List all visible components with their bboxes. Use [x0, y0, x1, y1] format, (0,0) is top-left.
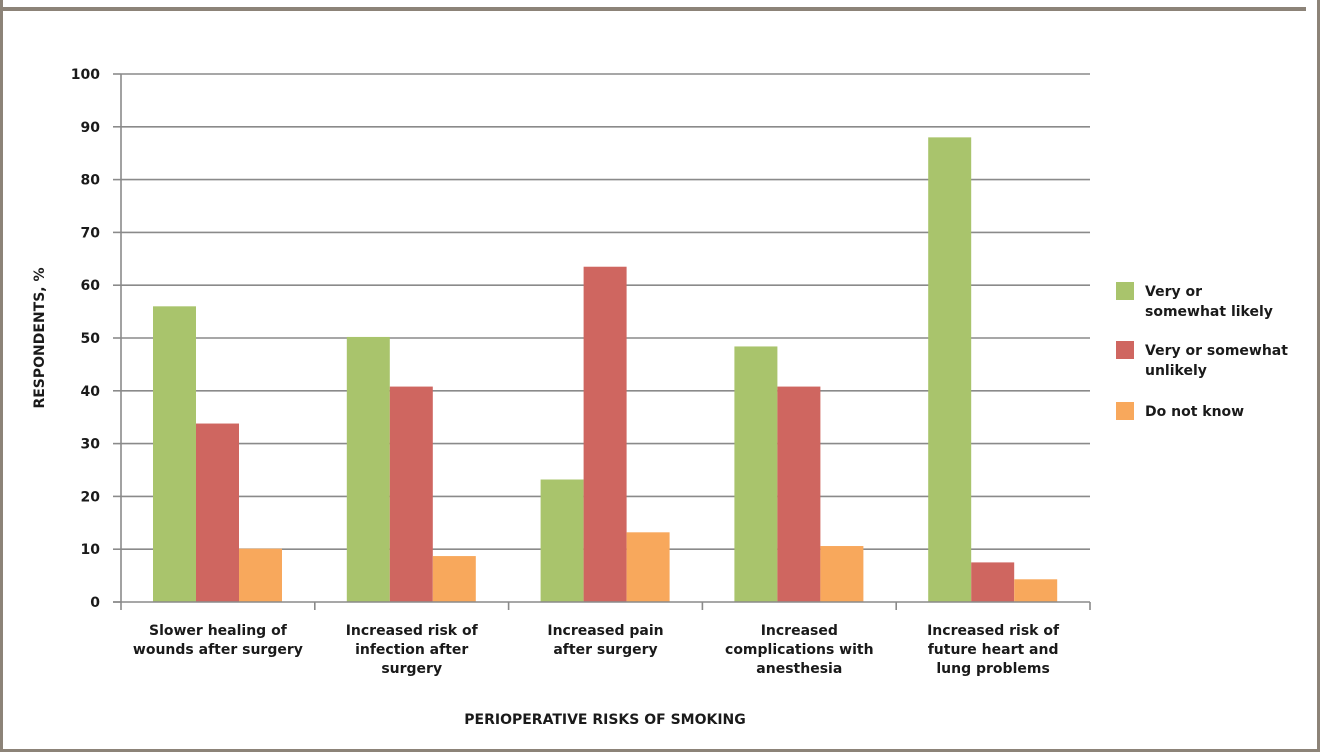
- legend-label: Do not know: [1145, 404, 1244, 420]
- bar: [239, 548, 282, 602]
- bar: [777, 386, 821, 602]
- y-tick-label: 40: [81, 384, 101, 400]
- bar: [820, 546, 864, 602]
- x-category-label: Increased risk of future heart and lung pr…: [927, 623, 1060, 677]
- y-axis-title: RESPONDENTS, %: [32, 267, 48, 408]
- y-tick-label: 80: [81, 173, 101, 189]
- legend-swatch: [1116, 402, 1134, 420]
- x-category-label: Increased pain after surgery: [547, 623, 663, 658]
- bar: [1014, 579, 1058, 602]
- x-axis-title: PERIOPERATIVE RISKS OF SMOKING: [464, 712, 746, 728]
- y-tick-label: 10: [81, 542, 101, 558]
- legend-label: Very or somewhat likely: [1145, 284, 1273, 320]
- legend-swatch: [1116, 341, 1134, 359]
- bar: [583, 266, 627, 602]
- y-tick-label: 50: [81, 331, 101, 347]
- y-tick-label: 30: [81, 437, 101, 453]
- y-tick-label: 20: [81, 489, 101, 505]
- bar: [196, 423, 239, 602]
- bar: [734, 346, 778, 602]
- y-tick-label: 70: [81, 225, 101, 241]
- y-tick-label: 100: [71, 67, 100, 83]
- bar: [153, 306, 196, 602]
- bars: [153, 137, 1058, 603]
- bar: [626, 532, 670, 602]
- bar: [346, 336, 390, 602]
- legend: Very or somewhat likely Very or somewhat un…: [1116, 282, 1288, 420]
- legend-swatch: [1116, 282, 1134, 300]
- x-category-labels: Slower healing of wounds after surgery Inc…: [133, 623, 1060, 677]
- bar: [432, 556, 476, 602]
- bar: [971, 562, 1015, 602]
- top-rule: [3, 7, 1306, 11]
- y-tick-label: 0: [90, 595, 100, 611]
- y-tick-labels: 0 10 20 30 40 50 60 70 80 90 100: [71, 67, 100, 611]
- bar: [389, 386, 433, 602]
- x-category-label: Increased complications with anesthesia: [725, 623, 874, 677]
- axes: [113, 73, 1091, 610]
- bar: [928, 137, 972, 603]
- x-category-label: Slower healing of wounds after surgery: [133, 623, 303, 658]
- bar: [540, 479, 584, 602]
- y-tick-label: 60: [81, 278, 101, 294]
- legend-label: Very or somewhat unlikely: [1145, 343, 1288, 379]
- x-category-label: Increased risk of infection after surgery: [346, 623, 479, 677]
- y-tick-label: 90: [81, 120, 101, 136]
